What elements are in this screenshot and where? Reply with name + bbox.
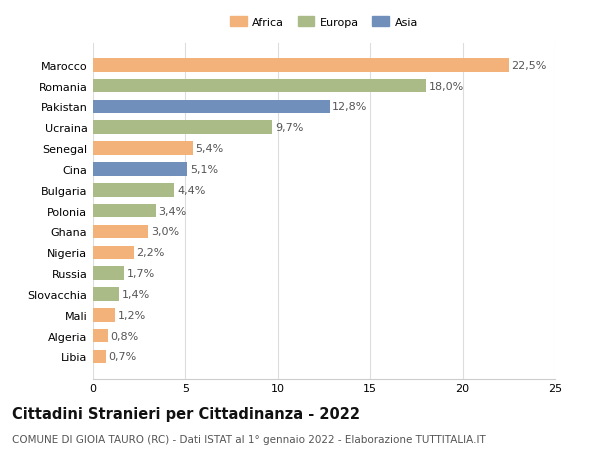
Bar: [93, 329, 108, 343]
Bar: [93, 163, 187, 176]
Bar: [93, 225, 148, 239]
Bar: [93, 267, 124, 280]
Text: 1,7%: 1,7%: [127, 269, 155, 279]
Text: 18,0%: 18,0%: [428, 81, 464, 91]
Text: 4,4%: 4,4%: [177, 185, 205, 196]
Text: 2,2%: 2,2%: [136, 248, 165, 257]
Bar: [93, 121, 272, 135]
Text: 1,2%: 1,2%: [118, 310, 146, 320]
Bar: [93, 59, 509, 73]
Text: 12,8%: 12,8%: [332, 102, 368, 112]
Bar: [93, 142, 193, 156]
Bar: [93, 308, 115, 322]
Text: 9,7%: 9,7%: [275, 123, 304, 133]
Bar: [93, 184, 175, 197]
Bar: [93, 101, 329, 114]
Bar: [93, 287, 119, 301]
Text: 0,8%: 0,8%: [110, 331, 139, 341]
Bar: [93, 204, 156, 218]
Bar: [93, 79, 425, 93]
Text: 22,5%: 22,5%: [512, 61, 547, 71]
Text: 0,7%: 0,7%: [109, 352, 137, 362]
Text: Cittadini Stranieri per Cittadinanza - 2022: Cittadini Stranieri per Cittadinanza - 2…: [12, 406, 360, 421]
Text: 5,1%: 5,1%: [190, 165, 218, 174]
Text: 3,4%: 3,4%: [158, 206, 187, 216]
Bar: [93, 246, 134, 259]
Text: COMUNE DI GIOIA TAURO (RC) - Dati ISTAT al 1° gennaio 2022 - Elaborazione TUTTIT: COMUNE DI GIOIA TAURO (RC) - Dati ISTAT …: [12, 434, 486, 444]
Legend: Africa, Europa, Asia: Africa, Europa, Asia: [227, 14, 421, 31]
Text: 5,4%: 5,4%: [196, 144, 224, 154]
Text: 1,4%: 1,4%: [122, 289, 150, 299]
Bar: [93, 350, 106, 364]
Text: 3,0%: 3,0%: [151, 227, 179, 237]
